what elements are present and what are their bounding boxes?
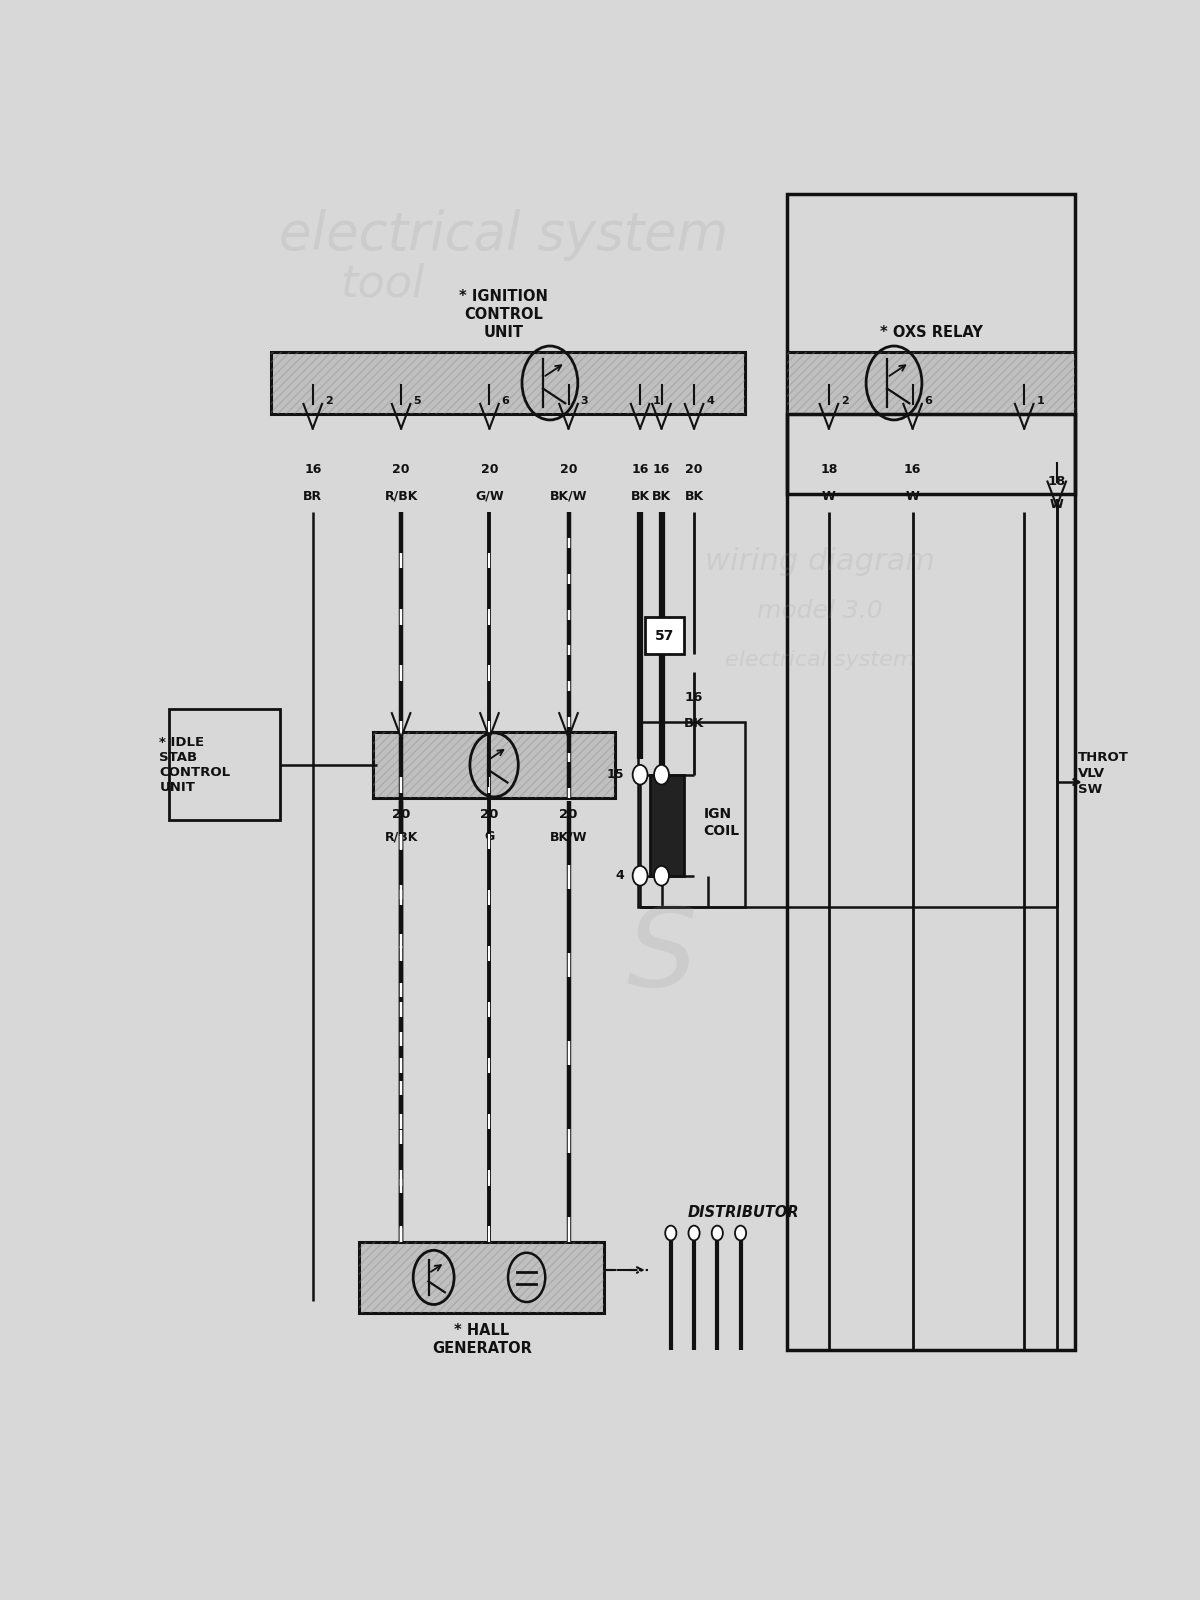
Text: BR: BR: [304, 490, 323, 502]
Text: 20: 20: [481, 462, 498, 475]
Text: G: G: [485, 830, 494, 843]
Circle shape: [712, 1226, 722, 1240]
Text: THROT
VLV
SW: THROT VLV SW: [1078, 750, 1129, 797]
Text: 5: 5: [413, 397, 421, 406]
Text: BK: BK: [684, 490, 703, 502]
Text: electrical system: electrical system: [278, 210, 728, 261]
Circle shape: [632, 765, 648, 784]
Text: 4: 4: [706, 397, 714, 406]
Text: BK/W: BK/W: [550, 830, 587, 843]
Text: 2: 2: [325, 397, 332, 406]
Text: tool: tool: [341, 262, 425, 306]
Circle shape: [665, 1226, 677, 1240]
Bar: [787, 352, 1075, 414]
Text: 6: 6: [925, 397, 932, 406]
Text: 1: 1: [653, 397, 660, 406]
Bar: [787, 195, 1075, 494]
Text: DISTRIBUTOR: DISTRIBUTOR: [688, 1205, 799, 1219]
Circle shape: [654, 866, 668, 886]
Text: 20: 20: [559, 808, 577, 821]
Bar: [373, 731, 616, 798]
Bar: [271, 352, 745, 414]
Text: 16: 16: [631, 462, 649, 475]
Circle shape: [689, 1226, 700, 1240]
Text: 16: 16: [904, 462, 922, 475]
Text: W: W: [1050, 498, 1063, 510]
Text: 18: 18: [821, 462, 838, 475]
Text: * IDLE
STAB
CONTROL
UNIT: * IDLE STAB CONTROL UNIT: [160, 736, 230, 794]
Text: 20: 20: [685, 462, 703, 475]
Text: BK: BK: [630, 490, 649, 502]
Text: 20: 20: [392, 808, 410, 821]
Text: 20: 20: [480, 808, 499, 821]
Text: 18: 18: [1048, 475, 1066, 488]
Bar: [644, 618, 684, 654]
Text: S: S: [626, 902, 697, 1010]
Text: wiring diagram: wiring diagram: [704, 547, 935, 576]
Circle shape: [654, 765, 668, 784]
Bar: [638, 722, 745, 907]
Text: model 3.0: model 3.0: [757, 598, 882, 622]
Bar: [787, 414, 1075, 1350]
Text: 20: 20: [392, 462, 410, 475]
Text: 16: 16: [304, 462, 322, 475]
Bar: [650, 774, 684, 875]
Text: 16: 16: [685, 691, 703, 704]
Text: BK: BK: [684, 717, 704, 730]
Text: R/BK: R/BK: [384, 490, 418, 502]
Text: 2: 2: [841, 397, 848, 406]
Text: 16: 16: [653, 462, 670, 475]
Text: W: W: [822, 490, 835, 502]
Text: G/W: G/W: [475, 490, 504, 502]
Text: * IGNITION
CONTROL
UNIT: * IGNITION CONTROL UNIT: [458, 290, 548, 339]
Text: * HALL
GENERATOR: * HALL GENERATOR: [432, 1323, 532, 1355]
Text: 3: 3: [581, 397, 588, 406]
Text: BK/W: BK/W: [550, 490, 587, 502]
Text: 20: 20: [559, 462, 577, 475]
Text: BK: BK: [652, 490, 671, 502]
Text: 57: 57: [655, 629, 674, 643]
Circle shape: [632, 866, 648, 886]
Bar: [373, 731, 616, 798]
Bar: [787, 352, 1075, 414]
Text: 1: 1: [1037, 397, 1044, 406]
Text: 4: 4: [616, 869, 624, 882]
Text: R/BK: R/BK: [384, 830, 418, 843]
Circle shape: [734, 1226, 746, 1240]
Text: 6: 6: [502, 397, 510, 406]
Text: * OXS RELAY: * OXS RELAY: [880, 325, 983, 339]
Bar: [271, 352, 745, 414]
Text: W: W: [906, 490, 919, 502]
Bar: [359, 1242, 604, 1314]
Text: 15: 15: [607, 768, 624, 781]
Text: electrical system: electrical system: [725, 650, 914, 670]
Bar: [359, 1242, 604, 1314]
Text: IGN
COIL: IGN COIL: [703, 806, 739, 838]
Bar: [168, 709, 281, 821]
